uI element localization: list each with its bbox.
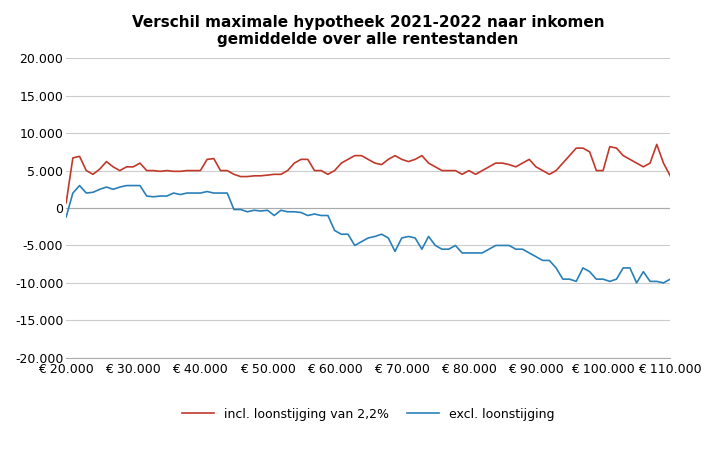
incl. loonstijging van 2,2%	[659, 160, 668, 166]
incl. loonstijging van 2,2%	[217, 168, 225, 174]
excl. loonstijging	[659, 280, 668, 286]
incl. loonstijging van 2,2%	[572, 145, 581, 151]
excl. loonstijging	[417, 246, 426, 252]
incl. loonstijging van 2,2%	[666, 173, 675, 179]
incl. loonstijging van 2,2%	[136, 160, 144, 166]
incl. loonstijging van 2,2%	[646, 160, 655, 166]
excl. loonstijging	[209, 190, 218, 196]
excl. loonstijging	[75, 183, 84, 188]
Title: Verschil maximale hypotheek 2021-2022 naar inkomen
gemiddelde over alle rentesta: Verschil maximale hypotheek 2021-2022 na…	[132, 15, 604, 47]
excl. loonstijging	[62, 214, 70, 220]
excl. loonstijging	[143, 193, 151, 199]
excl. loonstijging	[632, 280, 641, 286]
incl. loonstijging van 2,2%	[203, 157, 212, 162]
Line: incl. loonstijging van 2,2%: incl. loonstijging van 2,2%	[66, 144, 670, 203]
Line: excl. loonstijging: excl. loonstijging	[66, 185, 670, 283]
Legend: incl. loonstijging van 2,2%, excl. loonstijging: incl. loonstijging van 2,2%, excl. loons…	[177, 403, 559, 426]
excl. loonstijging	[666, 276, 675, 282]
incl. loonstijging van 2,2%	[62, 200, 70, 206]
excl. loonstijging	[579, 265, 587, 271]
excl. loonstijging	[223, 190, 232, 196]
incl. loonstijging van 2,2%	[652, 141, 661, 147]
